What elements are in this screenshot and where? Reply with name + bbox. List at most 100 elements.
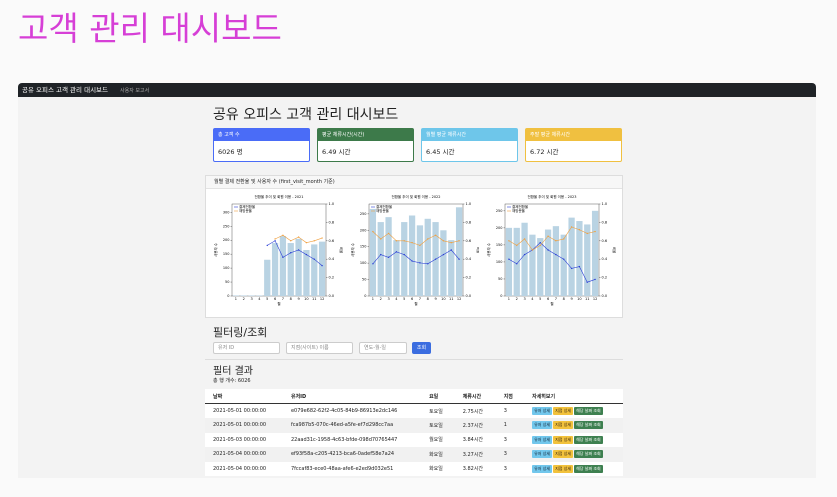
action-button[interactable]: 지점 상세 <box>553 435 574 444</box>
point <box>450 249 452 251</box>
bar <box>295 238 302 296</box>
x-tick-label: 9 <box>297 297 299 301</box>
point <box>305 241 308 244</box>
chart: 전환율 추이 및 회원 이용 - 2021 0 50 100 150 200 250 300 0… <box>213 194 343 306</box>
cell: 2.75시간 <box>462 408 484 415</box>
cell: 7fccaf83-ece0-48aa-afe6-e2ed9d032e51 <box>290 465 394 472</box>
y2-axis-label: 비율 <box>612 247 616 254</box>
x-tick-label: 2 <box>243 297 245 301</box>
point <box>313 240 315 242</box>
line <box>509 242 596 283</box>
brand[interactable]: 공유 오피스 고객 관리 대시보드 <box>22 86 109 94</box>
point <box>571 267 573 270</box>
chart-title: 전환율 추이 및 회원 이용 - 2023 <box>528 194 577 199</box>
cell: 월요일 <box>429 437 443 444</box>
cell: 1 <box>495 418 525 433</box>
point <box>290 252 292 254</box>
x-tick-label: 6 <box>547 297 549 301</box>
action-button[interactable]: 지점 상세 <box>553 464 574 473</box>
point <box>547 235 550 237</box>
legend-label: 결제전환율 <box>376 204 393 209</box>
bar <box>568 217 576 296</box>
x-tick-label: 11 <box>585 297 589 301</box>
site-input[interactable]: 지점(사이트) 이름 <box>286 342 353 354</box>
y-tick-label: 250 <box>223 224 230 228</box>
point <box>403 240 405 242</box>
point <box>579 229 581 231</box>
cell: 3 <box>503 408 507 414</box>
x-tick-label: 7 <box>282 297 284 301</box>
user-input[interactable]: 유저 ID <box>213 342 280 354</box>
actions-cell: 유저 상세 지점 상세 해당 날짜 조회 <box>524 433 623 448</box>
nav-link[interactable]: 사용자 보고서 <box>120 88 150 94</box>
point <box>532 249 534 251</box>
action-button[interactable]: 해당 날짜 조회 <box>574 464 603 473</box>
action-button[interactable]: 유저 상세 <box>532 450 553 459</box>
point <box>379 253 382 256</box>
column-header: 유저ID <box>282 389 422 404</box>
cell: ef93f58a-c205-4213-bca6-0adef58e7a24 <box>282 447 422 462</box>
cell: 화요일 <box>421 447 455 462</box>
point <box>371 230 374 233</box>
search-button[interactable]: 조회 <box>412 342 431 354</box>
chart-panel: 월별 결제 전환율 및 사용자 수 (first_visit_month 기준)… <box>205 175 623 318</box>
action-button[interactable]: 해당 날짜 조회 <box>574 435 603 444</box>
x-tick-label: 12 <box>593 297 597 301</box>
y2-tick-label: 0.6 <box>602 239 608 243</box>
y2-tick-label: 0.2 <box>602 276 608 280</box>
point <box>321 237 323 239</box>
plot-frame <box>368 203 463 297</box>
table-row: 2021-05-03 00:00:00 22aad31c-1958-4c63-bf… <box>205 433 623 448</box>
x-tick-label: 4 <box>258 297 261 301</box>
point <box>555 240 557 242</box>
y-axis-label: 사용자 수 <box>213 242 218 257</box>
cell: fca987b5-070c-46ed-a5fe-ef7d298cc7aa <box>282 418 422 433</box>
card-label: 월별 평균 체류시간 <box>422 129 517 141</box>
date-input[interactable]: 연도-월-일 <box>359 342 407 354</box>
y-axis-label: 사용자 수 <box>350 242 355 257</box>
action-button[interactable]: 유저 상세 <box>532 407 553 415</box>
action-button[interactable]: 지점 상세 <box>553 407 574 415</box>
bar <box>256 295 263 296</box>
action-button[interactable]: 해당 날짜 조회 <box>574 421 603 430</box>
cell: 3.84시간 <box>462 437 484 444</box>
action-button[interactable]: 유저 상세 <box>532 421 553 430</box>
point <box>266 244 268 247</box>
point <box>426 263 429 265</box>
action-button[interactable]: 해당 날짜 조회 <box>574 450 603 459</box>
bar <box>506 227 513 296</box>
bar <box>303 250 310 296</box>
column-header: 요일 <box>421 389 455 404</box>
x-tick-label: 3 <box>524 297 526 301</box>
action-button[interactable]: 유저 상세 <box>532 435 553 444</box>
point <box>586 281 589 283</box>
bar <box>271 243 279 296</box>
x-tick-label: 8 <box>290 297 292 301</box>
action-button[interactable]: 지점 상세 <box>553 450 574 459</box>
cell: e079e682-62f2-4c05-84b9-86913e2dc146 <box>290 408 398 414</box>
cell: 3.27시간 <box>454 447 496 462</box>
card-value: 6.49 시간 <box>322 148 351 156</box>
point <box>387 232 389 235</box>
cell: 3 <box>503 465 507 472</box>
heading: 공유 오피스 고객 관리 대시보드 <box>213 107 399 123</box>
y-tick-label: 0 <box>501 294 503 298</box>
action-button[interactable]: 지점 상세 <box>553 421 574 430</box>
card-label: 총 고객 수 <box>214 129 309 141</box>
cell: 2.37시간 <box>454 418 496 433</box>
action-button[interactable]: 해당 날짜 조회 <box>574 407 603 415</box>
point <box>450 241 452 244</box>
bar <box>424 218 431 296</box>
x-tick-label: 12 <box>320 297 324 301</box>
y-tick-label: 150 <box>496 243 503 247</box>
line <box>509 226 596 251</box>
filter-heading: 필터링/조회 <box>213 326 268 339</box>
point <box>547 249 550 251</box>
line <box>372 249 459 265</box>
actions-cell: 유저 상세 지점 상세 해당 날짜 조회 <box>524 447 623 462</box>
action-button[interactable]: 유저 상세 <box>532 464 553 473</box>
bar <box>416 225 423 296</box>
x-tick-label: 11 <box>449 297 453 301</box>
x-tick-label: 2 <box>516 297 518 301</box>
